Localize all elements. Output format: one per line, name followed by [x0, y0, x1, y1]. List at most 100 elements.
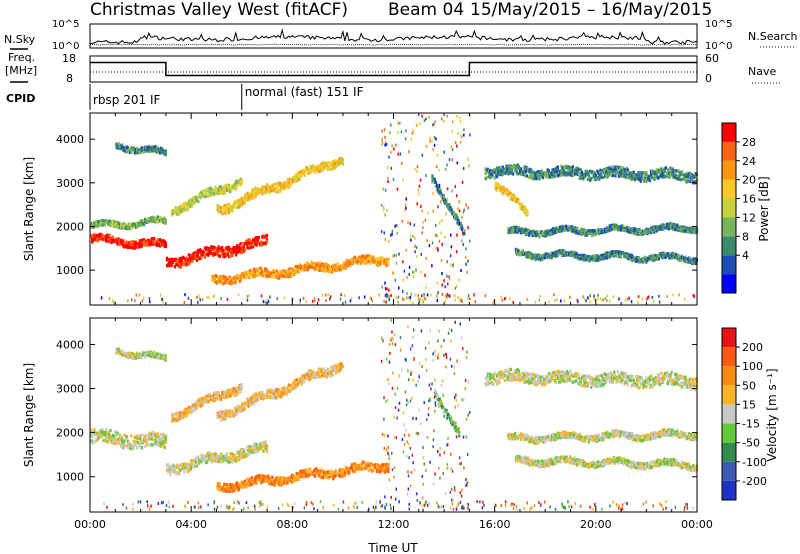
- echo-cell: [222, 281, 226, 285]
- echo-cell: [510, 197, 513, 201]
- echo-cell: [499, 166, 502, 171]
- echo-cell: [602, 256, 605, 260]
- echo-cell: [162, 300, 165, 304]
- echo-cell: [379, 256, 382, 260]
- echo-cell: [98, 223, 101, 227]
- echo-cell: [448, 275, 450, 279]
- echo-cell: [225, 210, 228, 215]
- echo-cell: [444, 235, 446, 239]
- echo-cell: [617, 174, 620, 178]
- echo-cell: [679, 256, 682, 260]
- echo-cell: [231, 460, 234, 464]
- echo-cell: [146, 219, 149, 223]
- echo-cell: [561, 228, 564, 232]
- echo-cell: [415, 255, 418, 259]
- echo-cell: [370, 255, 373, 259]
- echo-cell: [653, 228, 656, 232]
- echo-cell: [530, 230, 533, 234]
- echo-cell: [384, 143, 386, 147]
- echo-cell: [255, 187, 258, 191]
- echo-cell: [539, 231, 542, 235]
- echo-cell: [250, 188, 254, 192]
- echo-cell: [397, 131, 399, 134]
- echo-cell: [321, 165, 324, 169]
- echo-cell: [694, 172, 697, 176]
- echo-cell: [524, 252, 527, 256]
- echo-cell: [452, 263, 454, 267]
- echo-cell: [148, 241, 151, 246]
- echo-cell: [515, 225, 518, 229]
- echo-cell: [370, 261, 373, 265]
- echo-cell: [683, 226, 686, 230]
- echo-cell: [100, 296, 103, 299]
- echo-cell: [473, 293, 475, 297]
- echo-cell: [671, 175, 674, 179]
- echo-cell: [269, 186, 272, 190]
- echo-cell: [316, 266, 319, 270]
- echo-cell: [262, 241, 265, 245]
- echo-cell: [245, 239, 248, 243]
- nave-tick-low: 0: [705, 72, 712, 85]
- power-echo-cells: [90, 114, 699, 305]
- echo-cell: [229, 205, 232, 209]
- echo-cell: [262, 234, 265, 238]
- echo-cell: [690, 228, 693, 232]
- echo-cell: [582, 253, 586, 257]
- echo-cell: [201, 454, 204, 458]
- echo-cell: [345, 263, 349, 267]
- echo-cell: [419, 297, 422, 301]
- echo-cell: [240, 448, 243, 453]
- echo-cell: [635, 256, 639, 260]
- echo-cell: [652, 258, 655, 262]
- y-tick-label: 3000: [56, 177, 84, 190]
- echo-cell: [111, 235, 114, 239]
- echo-cell: [572, 254, 575, 258]
- echo-cell: [597, 176, 600, 180]
- echo-cell: [206, 458, 209, 462]
- echo-cell: [682, 177, 685, 181]
- echo-cell: [107, 222, 110, 226]
- echo-cell: [91, 240, 94, 244]
- echo-cell: [673, 253, 677, 257]
- echo-cell: [123, 439, 126, 443]
- echo-cell: [201, 253, 204, 257]
- echo-cell: [265, 240, 269, 244]
- echo-cell: [319, 166, 323, 170]
- echo-cell: [249, 270, 252, 274]
- echo-cell: [200, 255, 203, 259]
- echo-cell: [96, 239, 100, 243]
- echo-cell: [125, 227, 128, 231]
- echo-cell: [667, 223, 670, 227]
- echo-cell: [614, 170, 617, 174]
- echo-cell: [375, 258, 378, 262]
- echo-cell: [563, 249, 566, 254]
- echo-cell: [119, 442, 123, 446]
- echo-cell: [686, 260, 689, 264]
- echo-cell: [274, 275, 277, 279]
- echo-cell: [607, 253, 610, 257]
- echo-cell: [453, 294, 456, 298]
- echo-cell: [244, 276, 247, 280]
- echo-cell: [496, 185, 500, 189]
- echo-cell: [565, 251, 568, 255]
- echo-cell: [693, 295, 696, 299]
- echo-cell: [246, 445, 249, 449]
- echo-cell: [221, 282, 224, 286]
- echo-cell: [457, 132, 459, 135]
- echo-cell: [121, 146, 124, 150]
- echo-cell: [164, 440, 167, 444]
- echo-cell: [327, 293, 330, 297]
- echo-cell: [332, 263, 335, 267]
- echo-cell: [376, 263, 380, 267]
- echo-cell: [381, 129, 383, 133]
- echo-cell: [535, 256, 538, 261]
- echo-cell: [547, 231, 550, 235]
- echo-cell: [150, 145, 154, 149]
- echo-cell: [110, 437, 113, 441]
- echo-cell: [231, 209, 234, 213]
- echo-cell: [454, 141, 457, 144]
- echo-cell: [571, 169, 574, 173]
- echo-cell: [425, 297, 427, 301]
- echo-cell: [440, 259, 443, 262]
- echo-cell: [325, 299, 327, 302]
